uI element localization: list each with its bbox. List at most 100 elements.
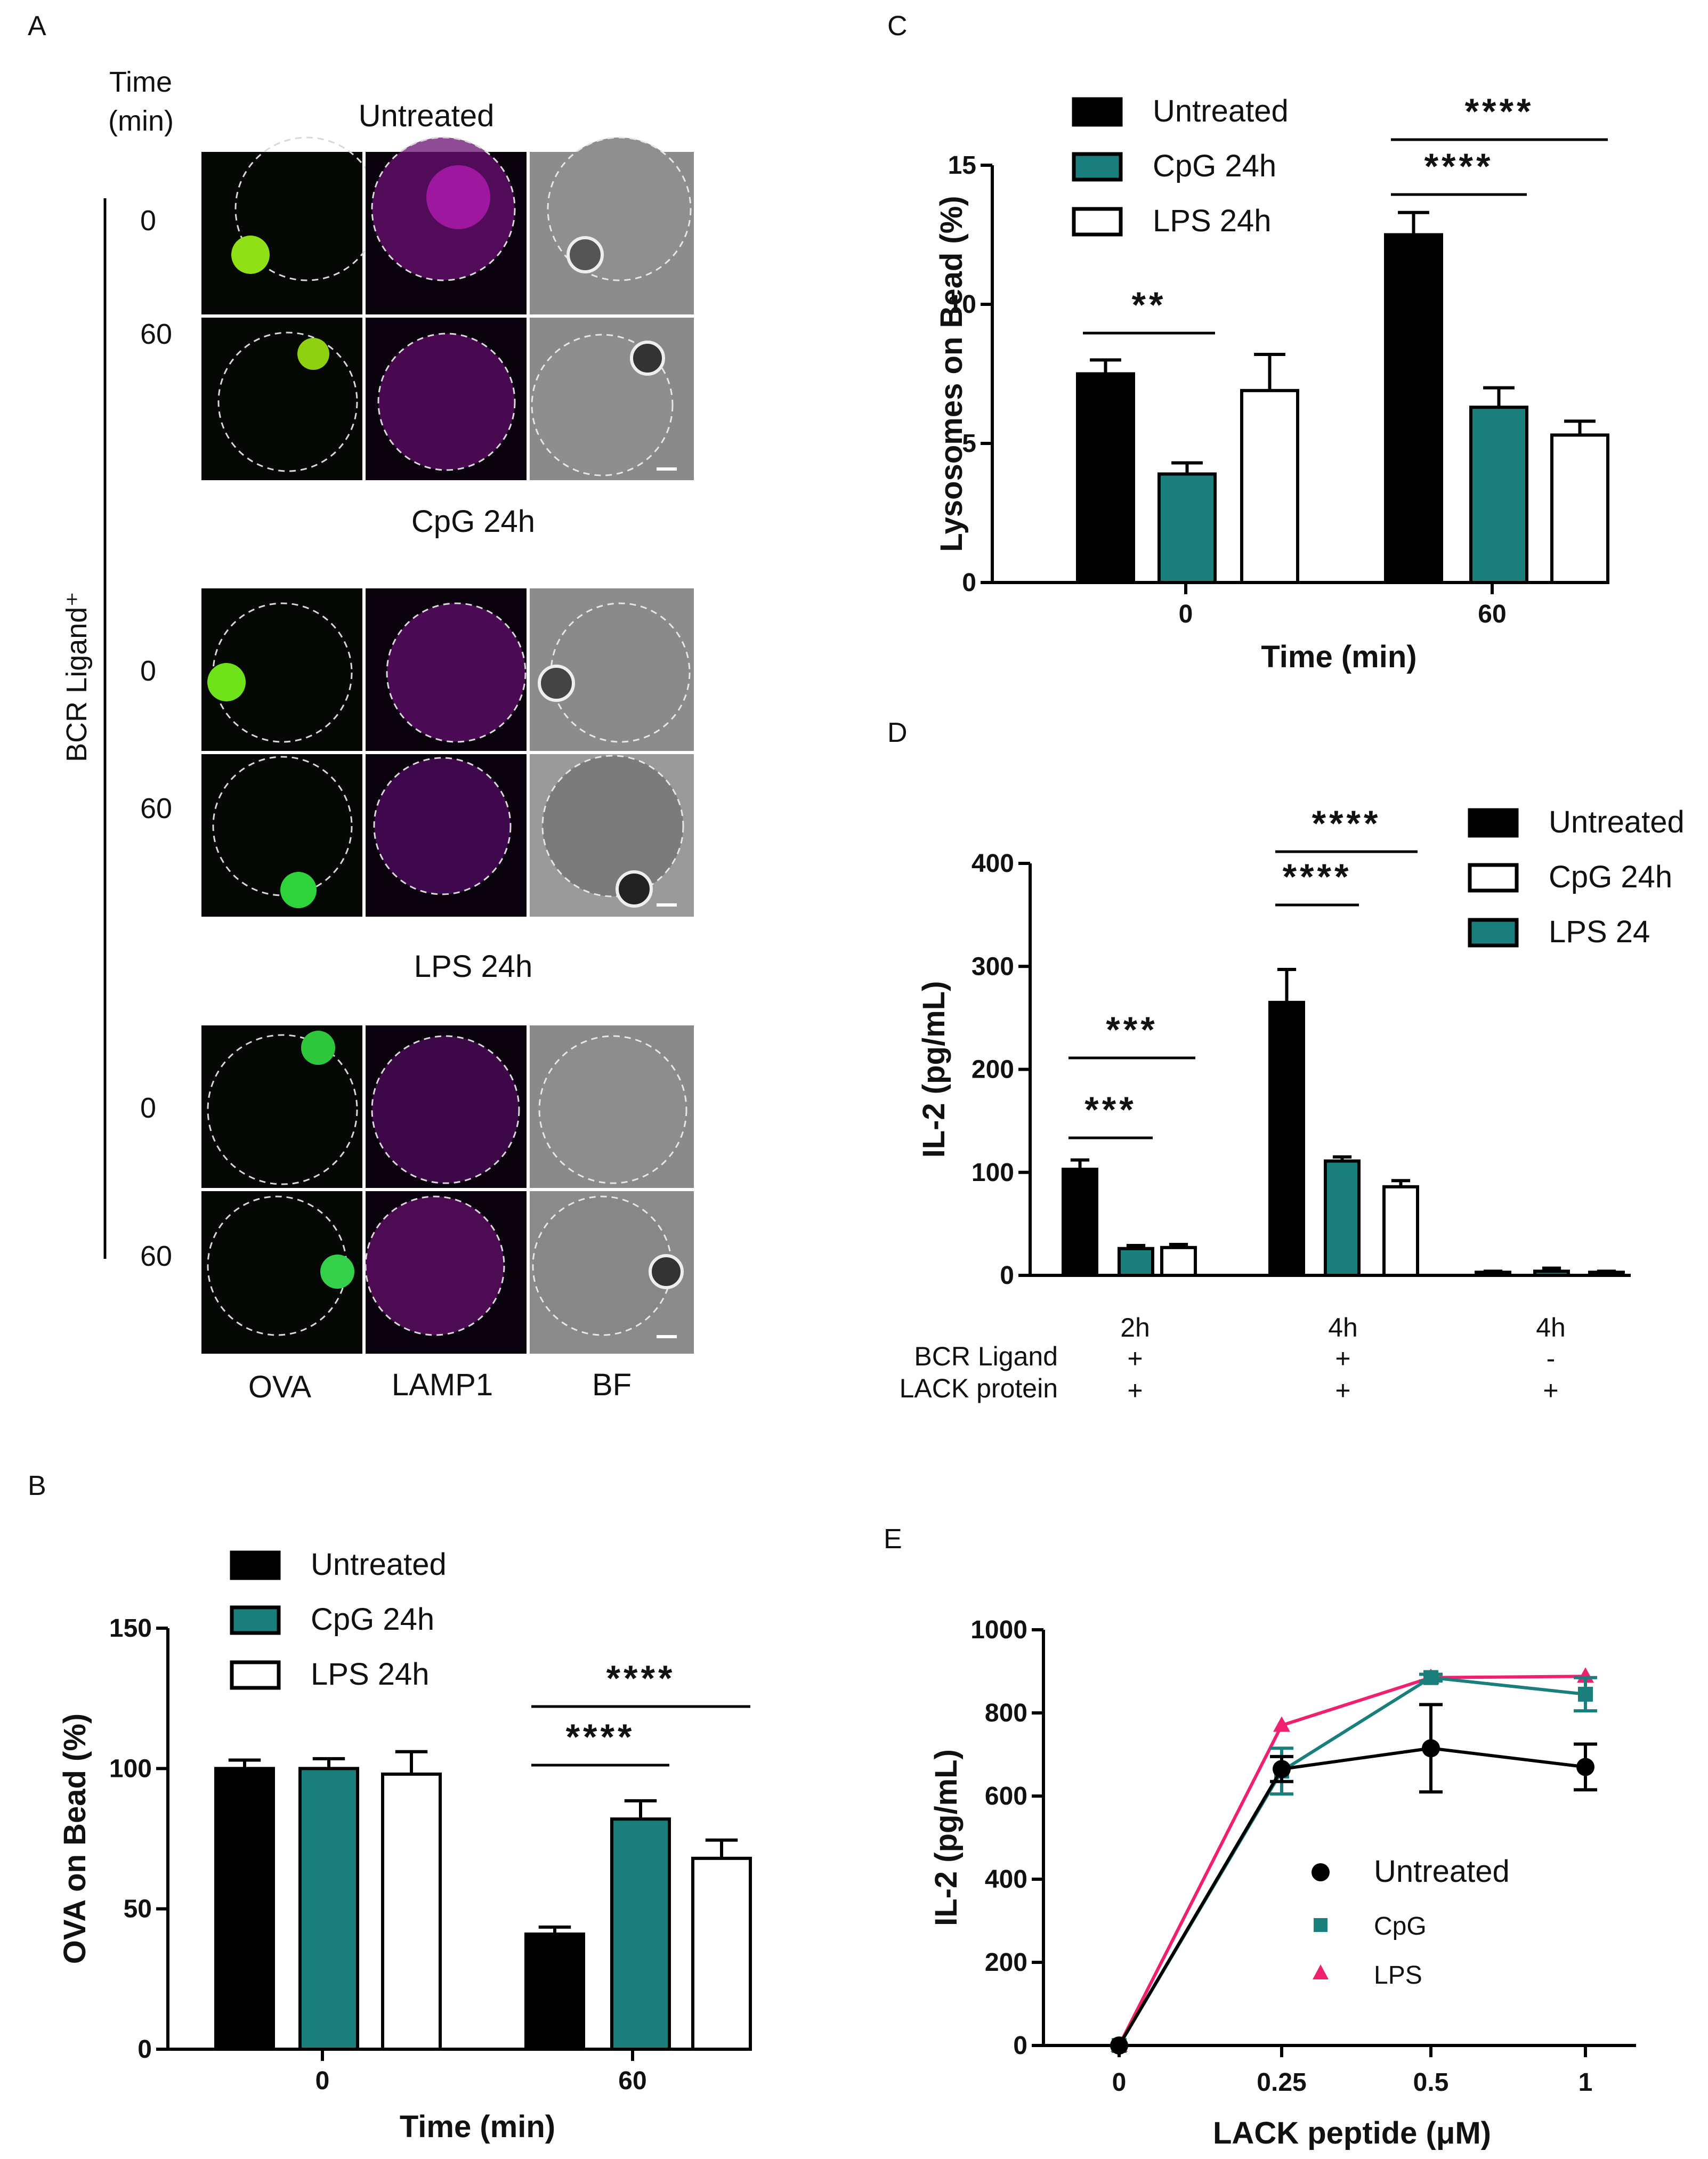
legend-marker [1313, 1964, 1329, 1979]
panel-e-label: E [884, 1524, 902, 1555]
row-label-bcr-ligand: BCR Ligand [914, 1341, 1058, 1371]
y-tick-label: 100 [109, 1754, 152, 1783]
y-axis-title: IL-2 (pg/mL) [917, 981, 951, 1158]
y-tick-label: 0 [137, 2035, 152, 2064]
panel-a-label: A [28, 11, 46, 42]
legend-swatch [1468, 808, 1519, 838]
panel-c-label: C [887, 11, 908, 42]
line-cpg [1118, 1676, 1586, 2047]
ova-bead [207, 663, 246, 701]
y-tick-label: 1000 [970, 1616, 1027, 1644]
x-tick-label: 4h [1328, 1313, 1358, 1343]
point-cpg [1423, 1670, 1438, 1685]
bar-lps-24h [691, 1856, 752, 2051]
point-lps [1273, 1716, 1290, 1732]
x-tick-label: 4h [1536, 1313, 1566, 1343]
panel-d: D 01002003004002h++4h++4h-+*************… [887, 717, 1685, 1405]
y-tick-label: 200 [972, 1056, 1014, 1084]
y-axis-title: OVA on Bead (%) [58, 1713, 92, 1964]
legend-label: LPS [1374, 1961, 1422, 1990]
significance-stars: **** [1312, 803, 1381, 844]
chart-b: 0 50 100 150 0 60 **** **** Untreated CpG 24h LPS … [58, 1547, 752, 2144]
bar-lps-24h [381, 1772, 442, 2051]
bar-untreated [214, 1767, 275, 2051]
group-title-untreated: Untreated [359, 99, 495, 133]
bar-untreated [1076, 372, 1135, 584]
x-tick-label: 0 [315, 2067, 330, 2095]
y-tick-label: 600 [985, 1782, 1027, 1810]
legend-swatch [1072, 207, 1123, 237]
time-label-cpg-0: 0 [140, 655, 156, 687]
y-axis-title: Lysosomes on Bead (%) [934, 196, 969, 552]
bar-untreated [1475, 1271, 1511, 1277]
time-label-lps-0: 0 [140, 1092, 156, 1124]
y-tick-label: 100 [972, 1159, 1014, 1187]
bcr-ligand-sign: + [1127, 1344, 1143, 1373]
bar-cpg-24h [1324, 1159, 1361, 1277]
x-tick-label: 2h [1120, 1313, 1150, 1343]
ova-bead [301, 1031, 335, 1065]
channel-label-bf: BF [592, 1368, 632, 1402]
y-tick-label: 400 [985, 1865, 1027, 1894]
bar-lps-24 [1588, 1271, 1625, 1277]
bar-lps-24h [1240, 389, 1299, 584]
x-tick-label: 60 [618, 2067, 646, 2095]
legend-swatch [1468, 918, 1519, 948]
significance-stars: **** [1283, 856, 1352, 897]
group-title-cpg: CpG 24h [411, 504, 535, 539]
y-tick-label: 0 [962, 569, 976, 597]
bar-untreated [1062, 1167, 1098, 1277]
x-tick-label: 0.25 [1257, 2068, 1306, 2097]
legend-label: LPS 24 [1549, 915, 1650, 949]
channel-label-ova: OVA [248, 1370, 311, 1404]
point-untreated [1110, 2036, 1128, 2055]
x-tick-label: 1 [1579, 2068, 1593, 2097]
point-untreated [1273, 1760, 1291, 1778]
legend-marker [1312, 1863, 1330, 1881]
y-tick-label: 15 [948, 151, 976, 180]
time-header-line2: (min) [108, 105, 174, 137]
legend-label: Untreated [1549, 805, 1685, 839]
bar-lps-24 [1382, 1185, 1419, 1277]
line-untreated [1118, 1746, 1586, 2047]
bar-untreated [1384, 233, 1443, 584]
panel-b-label: B [28, 1470, 46, 1501]
y-tick-label: 0 [1013, 2032, 1027, 2060]
lack-protein-sign: + [1127, 1376, 1143, 1405]
legend-label: CpG 24h [1549, 860, 1672, 894]
group-title-lps: LPS 24h [414, 949, 533, 984]
point-untreated [1422, 1739, 1440, 1758]
legend-label: CpG 24h [1153, 149, 1276, 183]
legend-label: Untreated [311, 1547, 447, 1582]
legend-swatch [230, 1660, 281, 1690]
legend-swatch [230, 1605, 281, 1635]
ova-bead [297, 338, 329, 370]
bar-cpg-24h [298, 1767, 359, 2051]
significance-stars: *** [1084, 1089, 1136, 1130]
legend-swatch [1072, 97, 1123, 127]
bcr-ligand-label: BCR Ligand⁺ [61, 592, 93, 762]
point-untreated [1576, 1758, 1594, 1776]
bcr-ligand-sign: - [1547, 1344, 1556, 1373]
legend-label: LPS 24h [1153, 204, 1272, 238]
x-tick-label: 0 [1179, 600, 1193, 628]
y-tick-label: 300 [972, 952, 1014, 981]
significance-stars: **** [566, 1717, 635, 1757]
y-tick-label: 400 [972, 850, 1014, 878]
time-label-cpg-60: 60 [140, 793, 172, 824]
bar-lps-24 [1160, 1246, 1197, 1277]
line-lps [1118, 1675, 1586, 2047]
panel-a: A Time (min) BCR Ligand⁺ Untreated CpG 2… [28, 11, 694, 1404]
y-tick-label: 800 [985, 1699, 1027, 1727]
y-axis-title: IL-2 (pg/mL) [929, 1749, 964, 1926]
time-label-untreated-0: 0 [140, 205, 156, 237]
row-label-lack-protein: LACK protein [900, 1373, 1058, 1403]
ova-bead [280, 872, 317, 908]
bcr-ligand-sign: + [1335, 1344, 1350, 1373]
y-tick-label: 0 [1000, 1262, 1014, 1290]
x-axis-title: LACK peptide (μM) [1213, 2116, 1491, 2150]
y-tick-label: 150 [109, 1614, 152, 1643]
